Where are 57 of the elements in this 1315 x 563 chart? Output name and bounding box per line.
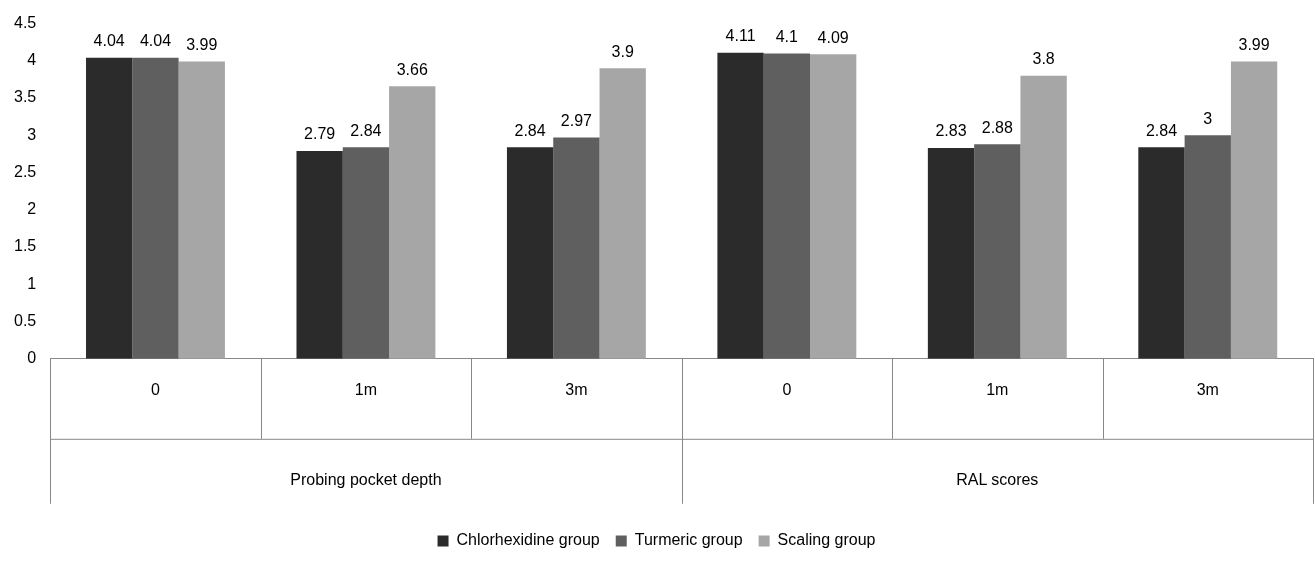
data-label: 2.84 <box>514 121 546 139</box>
bar <box>132 57 179 359</box>
legend-label: Turmeric group <box>634 531 743 549</box>
bar <box>296 150 343 359</box>
legend-label: Scaling group <box>777 531 876 549</box>
bar <box>1184 135 1231 359</box>
data-label: 3.9 <box>611 42 634 60</box>
data-label: 3.99 <box>186 36 218 53</box>
text: RAL scores <box>956 471 1039 489</box>
bar <box>1230 61 1278 359</box>
bar <box>717 52 764 359</box>
y-tick-label: 3 <box>27 125 37 143</box>
x-tick-label: 0 <box>151 380 161 398</box>
x-tick-label: 1m <box>986 380 1009 398</box>
data-label: 4.09 <box>817 28 849 46</box>
x-tick-label: 3m <box>1196 380 1219 398</box>
bar <box>389 86 436 359</box>
x-tick-label: 3m <box>565 380 588 398</box>
data-label: 4.1 <box>775 27 799 45</box>
data-label: 4.04 <box>93 32 125 50</box>
bar <box>1138 147 1185 359</box>
y-tick-label: 3.5 <box>13 88 37 106</box>
x-tick-label: 0 <box>782 380 792 398</box>
y-tick-label: 4.5 <box>13 14 37 32</box>
data-label: 3 <box>1203 109 1213 127</box>
y-tick-label: 2 <box>27 200 37 218</box>
bar <box>763 53 810 359</box>
y-tick-label: 2.5 <box>13 162 37 180</box>
data-label: 2.97 <box>560 111 593 129</box>
data-label: 2.79 <box>304 125 336 143</box>
data-label: 4.04 <box>139 32 172 50</box>
y-tick-label: 1 <box>27 274 37 292</box>
bar <box>178 61 225 359</box>
data-label: 2.84 <box>350 121 382 139</box>
data-label: 3.66 <box>396 60 428 78</box>
legend-label: Chlorhexidine group <box>456 531 600 549</box>
bar <box>810 54 857 359</box>
bar <box>974 144 1021 359</box>
bar <box>342 147 390 359</box>
bar <box>506 147 554 359</box>
data-label: 3.8 <box>1032 50 1055 68</box>
y-tick-label: 4 <box>27 51 37 69</box>
bar <box>599 68 646 359</box>
bar <box>86 57 133 359</box>
data-label: 4.11 <box>725 27 756 45</box>
data-label: 2.83 <box>935 122 967 140</box>
y-tick-label: 1.5 <box>13 237 37 255</box>
y-tick-label: 0.5 <box>13 311 37 329</box>
y-tick-label: 0 <box>27 349 37 367</box>
bar <box>1020 75 1067 359</box>
text: Probing pocket depth <box>290 471 442 489</box>
x-tick-label: 1m <box>354 380 378 398</box>
bar <box>553 137 600 359</box>
data-label: 3.99 <box>1238 36 1270 53</box>
data-label: 2.84 <box>1145 121 1178 139</box>
bar <box>927 148 975 359</box>
data-label: 2.88 <box>981 118 1013 136</box>
